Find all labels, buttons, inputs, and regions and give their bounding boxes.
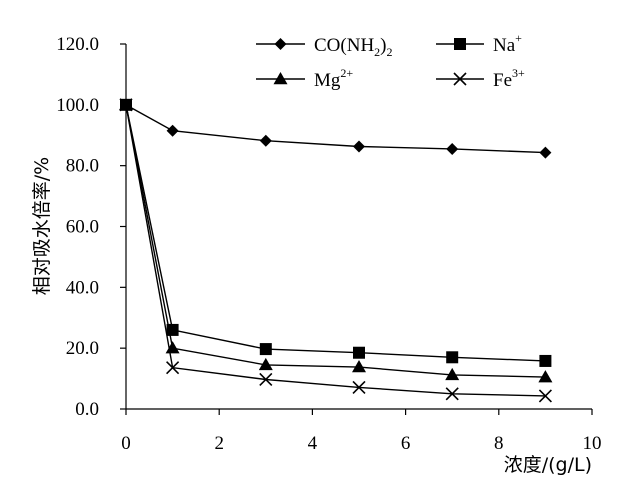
legend-marker [454, 38, 466, 50]
legend-marker [274, 38, 287, 50]
x-tick-label: 2 [214, 433, 224, 454]
y-tick-label: 20.0 [66, 338, 99, 359]
series-line [125, 104, 546, 378]
x-tick-label: 8 [494, 433, 504, 454]
legend-marker [453, 72, 467, 86]
legend-item-2: Mg2+ [256, 66, 353, 91]
data-point [352, 380, 366, 394]
x-tick-label: 4 [308, 433, 318, 454]
cross-stroke [119, 98, 133, 112]
cross-stroke [445, 387, 459, 401]
data-point [538, 389, 552, 403]
cross-stroke [166, 361, 180, 375]
legend-label: Mg2+ [314, 66, 353, 91]
data-point [259, 372, 273, 387]
data-point [539, 146, 552, 159]
series-2 [119, 97, 553, 383]
x-axis-label: 浓度/(g/L) [504, 454, 592, 476]
data-point [259, 134, 272, 147]
y-tick-label: 60.0 [66, 217, 99, 238]
data-point [538, 370, 553, 383]
data-point [353, 346, 365, 359]
x-tick-label: 10 [583, 433, 602, 454]
data-point [446, 351, 459, 364]
data-point [258, 357, 273, 371]
cross-stroke [259, 372, 273, 387]
y-tick-label: 0.0 [75, 399, 99, 420]
data-point [119, 98, 133, 112]
x-tick-label: 0 [121, 433, 131, 454]
data-point [166, 124, 179, 137]
y-tick-label: 80.0 [66, 156, 99, 177]
data-point [445, 387, 459, 401]
legend-label: Na+ [493, 31, 522, 56]
series-3 [119, 98, 552, 403]
x-tick-label: 6 [401, 433, 411, 454]
y-axis-label: 相对吸水倍率/% [31, 157, 53, 295]
legend-item-3: Fe3+ [436, 66, 525, 91]
cross-stroke [352, 380, 366, 394]
data-point [446, 142, 459, 155]
legend-item-1: Na+ [436, 31, 522, 56]
legend: CO(NH2)2 Na+ Mg2+ Fe3+ [256, 31, 525, 91]
series-line [125, 104, 546, 154]
series-0 [120, 98, 552, 159]
series-line [125, 104, 546, 397]
data-point [259, 343, 272, 356]
data-point [166, 361, 180, 375]
legend-label: CO(NH2)2 [314, 35, 393, 59]
data-point [353, 140, 365, 153]
data-point [539, 354, 552, 367]
legend-marker [273, 72, 288, 85]
y-tick-label: 40.0 [66, 277, 99, 298]
series-line [125, 104, 546, 362]
data-point [445, 367, 460, 381]
ticks: 0.0 20.0 40.0 60.0 80.0 100.0 120.0 0 2 4 6 8 10 [56, 34, 601, 454]
cross-stroke [538, 389, 552, 403]
cross-stroke [453, 72, 467, 86]
legend-item-0: CO(NH2)2 [256, 35, 393, 59]
series [119, 97, 553, 403]
series-1 [120, 98, 552, 367]
y-tick-label: 100.0 [56, 95, 99, 116]
legend-label: Fe3+ [493, 66, 525, 91]
y-tick-label: 120.0 [56, 34, 99, 55]
data-point [352, 360, 366, 373]
